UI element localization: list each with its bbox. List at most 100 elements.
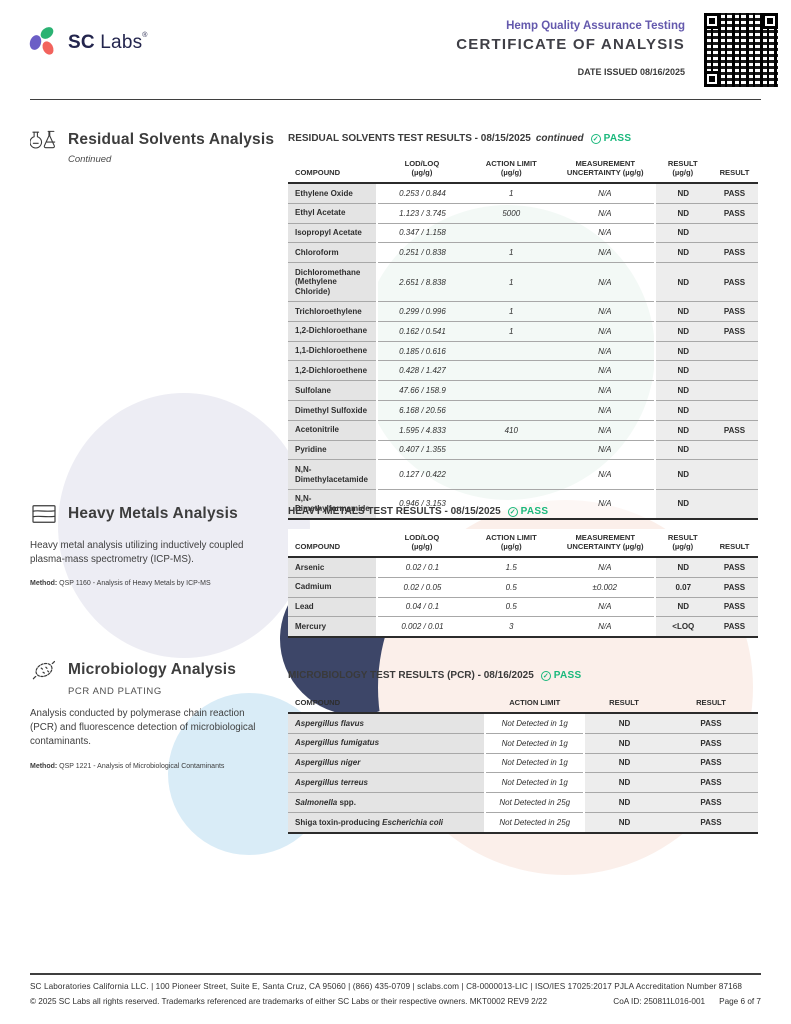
result-value-cell: ND	[653, 321, 711, 342]
qr-pattern	[704, 13, 778, 87]
status-text: PASS	[520, 506, 549, 517]
section-description: Analysis conducted by polymerase chain r…	[30, 708, 256, 748]
microbe-icon	[30, 658, 58, 682]
action-limit-cell: 1	[466, 321, 556, 342]
residual-solvents-results: RESIDUAL SOLVENTS TEST RESULTS - 08/15/2…	[288, 133, 758, 521]
table-row: Arsenic 0.02 / 0.1 1.5 N/A ND PASS	[288, 557, 758, 578]
col-result-status: RESULT	[710, 529, 758, 558]
results-title-row: RESIDUAL SOLVENTS TEST RESULTS - 08/15/2…	[288, 133, 758, 144]
footer-coa-id: CoA ID: 250811L016-001	[613, 997, 706, 1006]
action-limit-cell	[466, 341, 556, 362]
result-status-cell	[710, 360, 758, 382]
microbiology-table: COMPOUND ACTION LIMIT RESULT RESULT Aspe…	[288, 694, 758, 834]
col-result-status: RESULT	[710, 155, 758, 184]
uncertainty-cell: N/A	[555, 400, 655, 421]
brand-sc: SC	[68, 32, 95, 53]
uncertainty-cell: N/A	[555, 557, 655, 578]
result-value-cell: ND	[653, 360, 711, 382]
col-action-limit: ACTION LIMIT (µg/g)	[466, 529, 556, 558]
uncertainty-cell: N/A	[555, 616, 655, 639]
action-limit-cell: 1	[466, 262, 556, 303]
uncertainty-cell: N/A	[555, 203, 655, 224]
method-note: Method: QSP 1160 - Analysis of Heavy Met…	[30, 580, 211, 588]
table-header: COMPOUND ACTION LIMIT RESULT RESULT	[288, 694, 758, 714]
col-lod-loq: LOD/LOQ (µg/g)	[377, 155, 467, 184]
col-uncertainty: MEASUREMENT UNCERTAINTY (µg/g)	[555, 155, 655, 184]
result-value-cell: ND	[583, 733, 664, 754]
status-badge: ✓ PASS	[590, 133, 632, 144]
result-value-cell: ND	[653, 420, 711, 441]
compound-cell: Shiga toxin-producing Escherichia coli	[288, 812, 487, 834]
uncertainty-cell: N/A	[555, 597, 655, 618]
section-subtitle: Continued	[68, 154, 112, 165]
microbiology-section-heading: Microbiology Analysis PCR AND PLATING An…	[30, 658, 288, 770]
compound-cell: Dichloromethane (Methylene Chloride)	[288, 262, 379, 303]
residual-solvents-table: COMPOUND LOD/LOQ (µg/g) ACTION LIMIT (µg/g…	[288, 155, 758, 521]
result-status-cell: PASS	[663, 733, 758, 754]
table-row: Ethyl Acetate 1.123 / 3.745 5000 N/A ND …	[288, 203, 758, 224]
result-status-cell: PASS	[710, 203, 758, 224]
result-value-cell: ND	[653, 380, 711, 401]
section-subtitle: PCR AND PLATING	[68, 686, 162, 697]
compound-cell: Aspergillus fumigatus	[288, 733, 487, 754]
uncertainty-cell: N/A	[555, 223, 655, 244]
microbiology-results: MICROBIOLOGY TEST RESULTS (PCR) - 08/16/…	[288, 670, 758, 834]
action-limit-cell: Not Detected in 25g	[485, 792, 585, 813]
action-limit-cell	[466, 360, 556, 382]
col-uncertainty: MEASUREMENT UNCERTAINTY (µg/g)	[555, 529, 655, 558]
section-title: Residual Solvents Analysis	[68, 131, 275, 148]
action-limit-cell	[466, 400, 556, 421]
lod-loq-cell: 0.299 / 0.996	[377, 301, 467, 322]
result-status-cell: PASS	[710, 597, 758, 618]
header: SC Labs® Hemp Quality Assurance Testing …	[27, 8, 783, 94]
results-title-row: HEAVY METALS TEST RESULTS - 08/15/2025 ✓…	[288, 506, 758, 517]
logo-dots-icon	[27, 24, 60, 60]
action-limit-cell: Not Detected in 1g	[485, 713, 585, 734]
action-limit-cell	[466, 459, 556, 490]
qr-finder-icon	[762, 13, 778, 29]
table-row: Mercury 0.002 / 0.01 3 N/A <LOQ PASS	[288, 616, 758, 639]
table-header: COMPOUND LOD/LOQ (µg/g) ACTION LIMIT (µg/g…	[288, 155, 758, 184]
results-title: RESIDUAL SOLVENTS TEST RESULTS - 08/15/2…	[288, 133, 531, 144]
status-text: PASS	[603, 133, 632, 144]
lod-loq-cell: 0.002 / 0.01	[377, 616, 467, 639]
col-action-limit: ACTION LIMIT	[485, 694, 585, 714]
result-status-cell: PASS	[710, 557, 758, 578]
table-row: Isopropyl Acetate 0.347 / 1.158 N/A ND	[288, 223, 758, 244]
result-value-cell: ND	[653, 203, 711, 224]
document-title: CERTIFICATE OF ANALYSIS	[456, 36, 685, 53]
lod-loq-cell: 0.251 / 0.838	[377, 242, 467, 264]
logo-dot-coral	[40, 39, 56, 57]
col-compound: COMPOUND	[288, 155, 378, 184]
lod-loq-cell: 0.02 / 0.1	[377, 557, 467, 578]
uncertainty-cell: N/A	[555, 321, 655, 342]
action-limit-cell: 0.5	[466, 597, 556, 618]
footer-lab-info: SC Laboratories California LLC. | 100 Pi…	[30, 982, 743, 991]
result-status-cell: PASS	[710, 577, 758, 598]
action-limit-cell: 1	[466, 301, 556, 322]
table-row: 1,2-Dichloroethane 0.162 / 0.541 1 N/A N…	[288, 321, 758, 342]
table-row: Ethylene Oxide 0.253 / 0.844 1 N/A ND PA…	[288, 183, 758, 204]
result-status-cell	[710, 341, 758, 362]
result-value-cell: ND	[653, 597, 711, 618]
table-row: 1,1-Dichloroethene 0.185 / 0.616 N/A ND	[288, 341, 758, 362]
brand-labs: Labs	[100, 32, 143, 53]
col-result-status: RESULT	[663, 694, 758, 714]
compound-cell: Trichloroethylene	[288, 301, 379, 322]
status-badge: ✓ PASS	[540, 670, 582, 681]
qr-finder-icon	[704, 13, 720, 29]
action-limit-cell: 1	[466, 183, 556, 204]
result-value-cell: ND	[583, 753, 664, 774]
table-row: N,N-Dimethylformamide 0.946 / 3.153 N/A …	[288, 489, 758, 521]
action-limit-cell: Not Detected in 1g	[485, 753, 585, 774]
col-result-value: RESULT (µg/g)	[654, 529, 711, 558]
uncertainty-cell: N/A	[555, 183, 655, 204]
qr-code	[699, 8, 783, 92]
uncertainty-cell: N/A	[555, 242, 655, 264]
lod-loq-cell: 0.253 / 0.844	[377, 183, 467, 204]
result-status-cell	[710, 380, 758, 401]
lod-loq-cell: 0.407 / 1.355	[377, 440, 467, 461]
results-title: MICROBIOLOGY TEST RESULTS (PCR) - 08/16/…	[288, 670, 534, 681]
lod-loq-cell: 0.946 / 3.153	[377, 489, 467, 521]
table-row: Aspergillus niger Not Detected in 1g ND …	[288, 753, 758, 774]
